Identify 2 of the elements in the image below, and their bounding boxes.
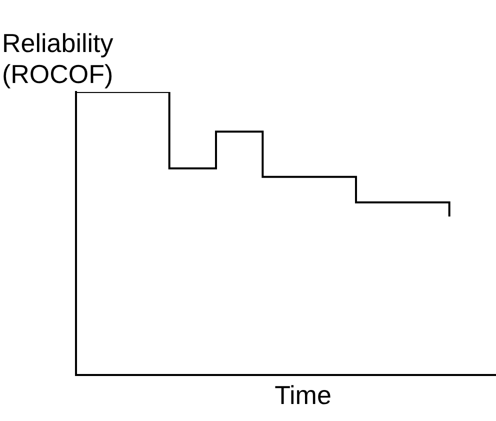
y-axis-title: Reliability (ROCOF) bbox=[2, 28, 114, 90]
x-axis-title: Time bbox=[274, 380, 332, 411]
